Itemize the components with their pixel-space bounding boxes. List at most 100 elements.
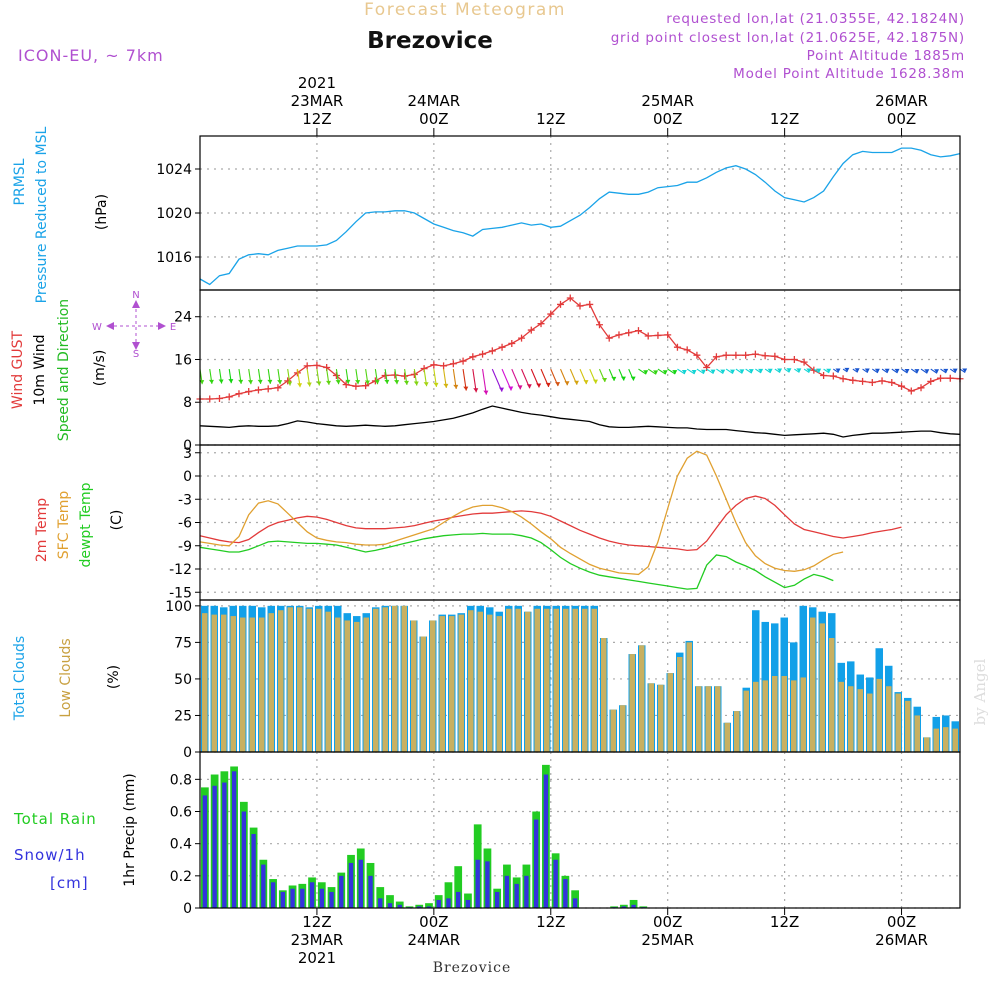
bar-low-clouds	[582, 608, 588, 752]
top-time-label: 24MAR	[407, 92, 460, 110]
wind-direction-arrow	[482, 369, 487, 395]
bar-low-clouds	[857, 689, 863, 752]
wind-arrow-head	[672, 370, 678, 375]
wind-arrow-head	[854, 368, 860, 373]
wind-arrow-head	[335, 380, 341, 385]
wind-arrow-head	[864, 368, 870, 373]
wind-direction-arrow	[823, 368, 830, 374]
wind-arrow-head	[345, 379, 351, 384]
bar-low-clouds	[354, 621, 360, 752]
y-tick-label: -12	[169, 562, 192, 578]
t2m-label: 2m Temp	[34, 498, 50, 562]
gust-marker	[820, 372, 828, 380]
model-altitude: Model Point Altitude 1628.38m	[733, 66, 965, 82]
bar-snow-1h	[202, 795, 208, 908]
pressure-panel: PRMSL Pressure Reduced to MSL (hPa) 1016…	[12, 126, 961, 303]
bar-low-clouds	[876, 678, 882, 752]
chart-title: Forecast Meteogram	[364, 0, 566, 20]
bar-low-clouds	[525, 611, 531, 752]
bar-low-clouds	[952, 728, 958, 752]
bar-low-clouds	[297, 607, 303, 752]
wind-direction-arrow	[872, 368, 879, 374]
bar-snow-1h	[378, 898, 383, 908]
wind-label: 10m Wind	[32, 334, 48, 405]
y-tick-label: 24	[174, 310, 192, 326]
gust-label: Wind GUST	[10, 330, 26, 409]
gust-marker	[284, 377, 292, 385]
bar-low-clouds	[515, 608, 521, 752]
gust-marker	[225, 393, 233, 401]
bar-low-clouds	[534, 608, 540, 752]
bar-total-rain	[444, 882, 453, 908]
bar-low-clouds	[639, 645, 645, 752]
bar-low-clouds	[477, 611, 483, 752]
footer-location: Brezovice	[433, 960, 512, 976]
wind-direction-arrow	[881, 368, 888, 374]
bar-low-clouds	[705, 686, 711, 752]
bar-low-clouds	[230, 616, 236, 752]
gust-marker	[654, 331, 662, 339]
y-tick-label: 0.4	[170, 837, 192, 853]
bar-low-clouds	[895, 693, 901, 752]
wind-arrow-head	[325, 380, 331, 385]
wind-direction-arrow	[657, 368, 666, 375]
gust-marker	[488, 347, 496, 355]
bar-low-clouds	[306, 608, 312, 752]
gust-marker	[878, 377, 886, 385]
bar-low-clouds	[249, 617, 255, 752]
y-tick-label: -15	[169, 585, 192, 601]
gust-marker	[332, 372, 340, 380]
wind-arrow-head	[943, 368, 949, 373]
gust-marker	[898, 382, 906, 390]
bar-snow-1h	[290, 888, 295, 908]
bar-low-clouds	[439, 616, 445, 752]
gust-marker	[595, 321, 603, 329]
gust-marker	[479, 350, 487, 358]
compass-east: E	[170, 322, 176, 333]
wind-direction-arrow	[764, 368, 771, 374]
bar-low-clouds	[848, 686, 854, 752]
top-time-label: 00Z	[887, 110, 916, 128]
gust-marker	[800, 358, 808, 366]
gust-marker	[683, 346, 691, 354]
wind-direction-arrow	[940, 368, 947, 374]
y-tick-label: 50	[174, 672, 192, 688]
bar-snow-1h	[475, 859, 480, 908]
bar-low-clouds	[648, 683, 654, 752]
bar-snow-1h	[348, 862, 354, 908]
gust-marker	[313, 361, 321, 369]
bar-snow-1h	[368, 875, 373, 908]
y-tick-label: 0	[183, 438, 192, 454]
wind-arrow-head	[710, 369, 716, 374]
y-tick-label: 0.6	[170, 805, 192, 821]
wind-arrow-head	[934, 369, 940, 374]
bar-low-clouds	[753, 681, 759, 752]
wind-arrow-head	[894, 368, 900, 373]
gust-marker	[927, 377, 935, 385]
gust-marker	[449, 360, 457, 368]
bar-low-clouds	[316, 608, 322, 752]
bar-low-clouds	[810, 617, 816, 752]
gust-marker	[527, 326, 535, 334]
bar-total-rain	[425, 903, 433, 908]
top-time-label: 23MAR	[291, 92, 344, 110]
wind-direction-arrow	[901, 368, 908, 374]
wind-arrow-head	[403, 380, 409, 385]
bar-low-clouds	[867, 693, 873, 752]
wind-direction-arrow	[745, 368, 753, 374]
y-tick-label: 25	[174, 708, 192, 724]
wind-arrow-head	[884, 368, 890, 373]
bar-snow-1h	[358, 859, 363, 908]
wind-arrow-head	[536, 383, 542, 388]
clouds-panel: Total Clouds Low Clouds (%) 0 25 50 75 100	[12, 599, 961, 761]
bar-low-clouds	[468, 610, 474, 752]
bar-low-clouds	[449, 616, 455, 752]
wind-direction-arrow	[949, 368, 956, 374]
panel-frame	[199, 751, 961, 909]
wind-arrow-head	[218, 379, 224, 384]
gust-marker	[430, 361, 438, 369]
gust-marker	[712, 353, 720, 361]
gust-marker	[498, 343, 506, 351]
series-line-2m-temp	[199, 495, 902, 552]
